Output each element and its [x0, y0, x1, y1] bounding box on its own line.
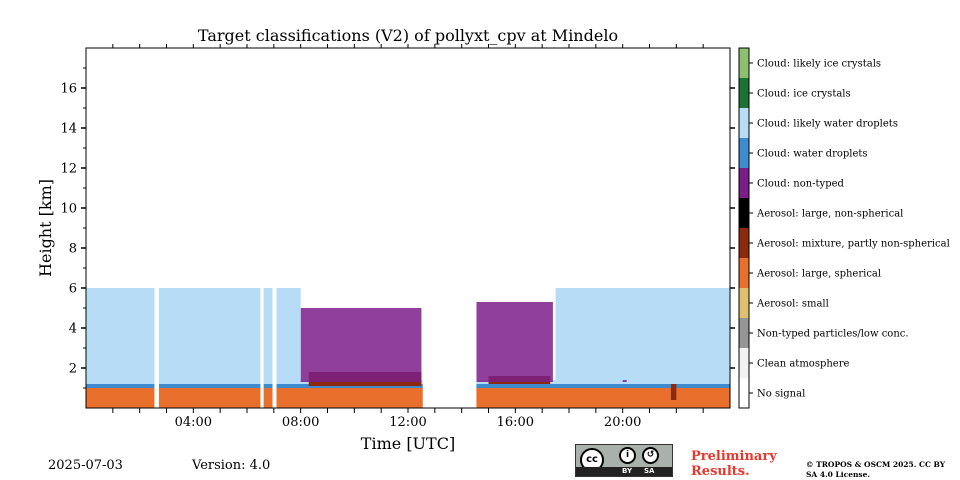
- colorbar-label: Cloud: non-typed: [757, 179, 845, 190]
- class-region-0: [86, 388, 730, 408]
- share-alike-icon: ↺: [642, 447, 659, 464]
- y-axis-label: Height [km]: [36, 179, 55, 277]
- colorbar-label: Cloud: water droplets: [757, 149, 868, 160]
- class-region-9: [555, 288, 730, 380]
- x-tick-label: 16:00: [497, 415, 534, 430]
- date-label: 2025-07-03: [48, 458, 123, 473]
- y-tick-label: 16: [60, 82, 77, 97]
- colorbar-swatch-2: [739, 318, 749, 348]
- colorbar-swatch-5: [739, 228, 749, 258]
- badge-strip: [576, 467, 672, 476]
- person-icon: i: [619, 447, 636, 464]
- colorbar: No signal Clean atmosphere Non-typed parti…: [738, 47, 950, 409]
- colorbar-swatch-10: [739, 78, 749, 108]
- badge-sa-label: SA: [644, 467, 655, 475]
- colorbar-swatch-8: [739, 138, 749, 168]
- y-tick-label: 2: [69, 362, 77, 377]
- y-tick-label: 10: [60, 202, 77, 217]
- class-region-10: [670, 384, 677, 400]
- colorbar-frame: [738, 47, 750, 409]
- colorbar-label: Aerosol: large, non-spherical: [756, 209, 903, 220]
- x-tick-label: 20:00: [604, 415, 641, 430]
- colorbar-swatch-7: [739, 168, 749, 198]
- x-tick-label: 12:00: [389, 415, 426, 430]
- x-tick-label: 04:00: [175, 415, 212, 430]
- class-region-6: [476, 302, 553, 382]
- colorbar-label: Non-typed particles/low conc.: [757, 329, 909, 340]
- colorbar-label: Cloud: likely ice crystals: [757, 59, 881, 70]
- x-tick-label: 08:00: [282, 415, 319, 430]
- colorbar-swatch-9: [739, 108, 749, 138]
- cc-license-badge: cc i ↺ BY SA: [575, 444, 673, 477]
- no-signal-gap-0: [154, 48, 159, 408]
- preliminary-results-label: Preliminary Results.: [691, 449, 777, 479]
- no-signal-gap-2: [272, 48, 277, 408]
- copyright-notice: © TROPOS & OSCM 2025. CC BY SA 4.0 Licen…: [806, 460, 946, 479]
- colorbar-swatch-3: [739, 288, 749, 318]
- chart-title: Target classifications (V2) of pollyxt_c…: [198, 26, 618, 45]
- colorbar-swatch-11: [739, 48, 749, 78]
- y-tick-label: 8: [69, 242, 77, 257]
- class-region-8: [86, 288, 301, 380]
- colorbar-label: Cloud: likely water droplets: [757, 119, 898, 130]
- colorbar-label: Aerosol: small: [756, 299, 829, 310]
- colorbar-swatch-4: [739, 258, 749, 288]
- colorbar-label: Clean atmosphere: [757, 359, 850, 370]
- x-axis-label: Time [UTC]: [361, 434, 455, 453]
- y-axis: 2 4 6 8 10 12 14 16: [60, 67, 735, 389]
- y-tick-label: 14: [60, 122, 77, 137]
- y-tick-label: 12: [60, 162, 77, 177]
- colorbar-label: Aerosol: large, spherical: [756, 269, 881, 280]
- version-label: Version: 4.0: [192, 458, 271, 473]
- colorbar-label: Cloud: ice crystals: [757, 89, 851, 100]
- x-axis: 04:00 08:00 12:00 16:00 20:00: [112, 44, 704, 430]
- no-signal-gap-3: [422, 48, 477, 408]
- badge-by-label: BY: [622, 467, 633, 475]
- colorbar-label: No signal: [757, 389, 805, 400]
- colorbar-label: Aerosol: mixture, partly non-spherical: [756, 239, 950, 250]
- y-tick-label: 6: [69, 282, 77, 297]
- colorbar-swatch-0: [739, 378, 749, 408]
- colorbar-swatch-1: [739, 348, 749, 378]
- plot-area: [86, 48, 730, 408]
- colorbar-swatch-6: [739, 198, 749, 228]
- no-signal-gap-1: [260, 48, 264, 408]
- class-region-5: [300, 308, 422, 382]
- y-tick-label: 4: [69, 322, 77, 337]
